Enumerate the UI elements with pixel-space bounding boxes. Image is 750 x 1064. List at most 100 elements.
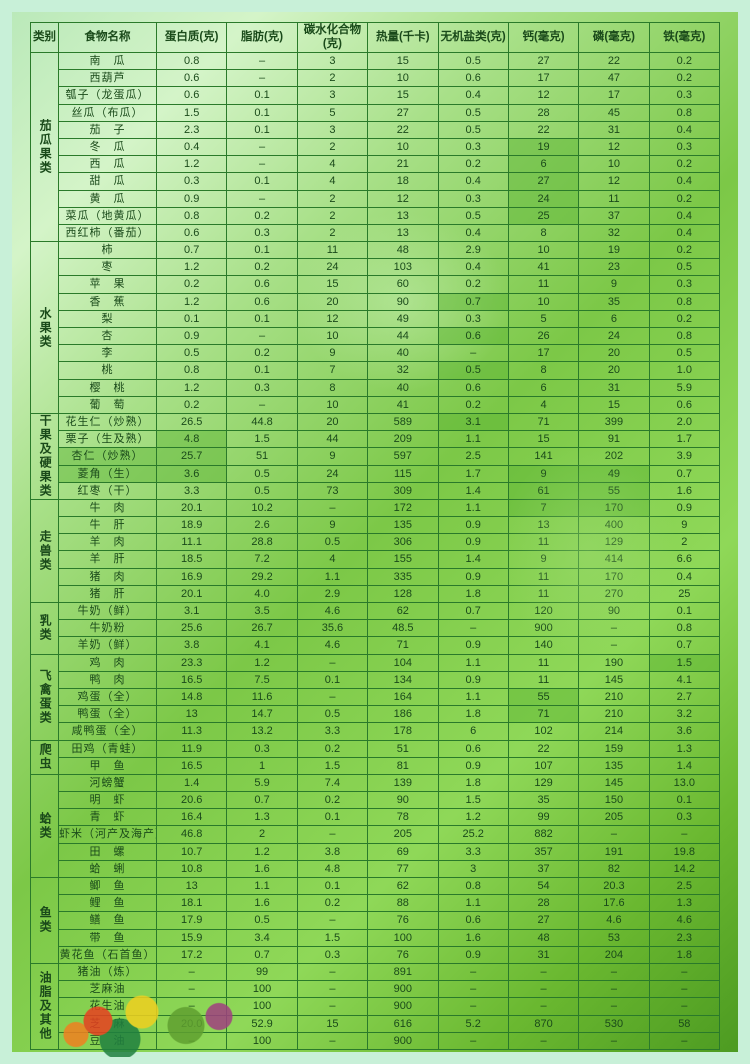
table-row: 干果及硬果类花生仁（炒熟）26.544.8205893.1713992.0 — [31, 413, 720, 430]
value-cell: 2 — [297, 70, 367, 87]
food-name: 虾米（河产及海产） — [59, 826, 157, 843]
value-cell: – — [297, 912, 367, 929]
value-cell: 4.8 — [157, 431, 227, 448]
value-cell: 6 — [508, 156, 578, 173]
value-cell: 28 — [508, 104, 578, 121]
table-row: 葡 萄0.2–10410.24150.6 — [31, 396, 720, 413]
food-name: 鲫 鱼 — [59, 878, 157, 895]
value-cell: 2.6 — [227, 517, 297, 534]
value-cell: – — [297, 998, 367, 1015]
food-name: 羊 肉 — [59, 534, 157, 551]
value-cell: 0.1 — [227, 310, 297, 327]
value-cell: 2 — [297, 224, 367, 241]
value-cell: 3.8 — [297, 843, 367, 860]
value-cell: 4 — [297, 156, 367, 173]
food-name: 明 虾 — [59, 792, 157, 809]
value-cell: 186 — [368, 706, 438, 723]
value-cell: 0.4 — [649, 207, 719, 224]
value-cell: 1.5 — [157, 104, 227, 121]
table-row: 鸭蛋（全）1314.70.51861.8712103.2 — [31, 706, 720, 723]
value-cell: 41 — [368, 396, 438, 413]
value-cell: 0.3 — [438, 138, 508, 155]
value-cell: 0.2 — [297, 740, 367, 757]
value-cell: 18.5 — [157, 551, 227, 568]
value-cell: 10 — [368, 138, 438, 155]
value-cell: 0.4 — [438, 224, 508, 241]
value-cell: 1.1 — [438, 654, 508, 671]
food-name: 猪 肝 — [59, 585, 157, 602]
value-cell: 3.5 — [227, 603, 297, 620]
value-cell: 15.9 — [157, 929, 227, 946]
value-cell: 0.2 — [649, 310, 719, 327]
value-cell: 15 — [297, 1015, 367, 1032]
value-cell: – — [297, 499, 367, 516]
header-1: 食物名称 — [59, 23, 157, 53]
table-row: 羊 肝18.57.241551.494146.6 — [31, 551, 720, 568]
value-cell: 15 — [368, 87, 438, 104]
food-name: 黄 瓜 — [59, 190, 157, 207]
value-cell: 0.9 — [438, 671, 508, 688]
value-cell: – — [297, 654, 367, 671]
value-cell: 0.1 — [297, 671, 367, 688]
value-cell: 0.6 — [438, 912, 508, 929]
food-name: 香 蕉 — [59, 293, 157, 310]
table-row: 牛奶粉25.626.735.648.5–900–0.8 — [31, 620, 720, 637]
value-cell: 11.3 — [157, 723, 227, 740]
value-cell: 0.2 — [649, 190, 719, 207]
value-cell: 15 — [368, 53, 438, 70]
value-cell: 1.8 — [649, 946, 719, 963]
value-cell: – — [297, 981, 367, 998]
value-cell: 20.1 — [157, 499, 227, 516]
value-cell: 28 — [508, 895, 578, 912]
table-row: 飞禽蛋类鸡 肉23.31.2–1041.1111901.5 — [31, 654, 720, 671]
food-name: 鸭蛋（全） — [59, 706, 157, 723]
table-row: 羊奶（鲜）3.84.14.6710.9140–0.7 — [31, 637, 720, 654]
food-name: 蛤 蜊 — [59, 860, 157, 877]
table-row: 红枣（干）3.30.5733091.461551.6 — [31, 482, 720, 499]
value-cell: 0.3 — [649, 809, 719, 826]
value-cell: 10 — [508, 293, 578, 310]
header-3: 脂肪(克) — [227, 23, 297, 53]
value-cell: 214 — [579, 723, 649, 740]
value-cell: 61 — [508, 482, 578, 499]
table-row: 带 鱼15.93.41.51001.648532.3 — [31, 929, 720, 946]
value-cell: 0.2 — [227, 345, 297, 362]
value-cell: 90 — [368, 293, 438, 310]
value-cell: 8 — [297, 379, 367, 396]
value-cell: 0.4 — [438, 87, 508, 104]
table-row: 栗子（生及熟）4.81.5442091.115911.7 — [31, 431, 720, 448]
value-cell: 17 — [508, 70, 578, 87]
header-4: 碳水化合物(克) — [297, 23, 367, 53]
value-cell: 4 — [297, 551, 367, 568]
value-cell: 107 — [508, 757, 578, 774]
value-cell: 19 — [579, 242, 649, 259]
value-cell: 0.5 — [649, 345, 719, 362]
value-cell: 11.6 — [227, 688, 297, 705]
value-cell: 0.5 — [649, 259, 719, 276]
value-cell: 5.2 — [438, 1015, 508, 1032]
value-cell: 1.4 — [649, 757, 719, 774]
table-row: 青 虾16.41.30.1781.2992050.3 — [31, 809, 720, 826]
value-cell: 3.3 — [157, 482, 227, 499]
food-name: 鸭 肉 — [59, 671, 157, 688]
value-cell: 19.8 — [649, 843, 719, 860]
food-name: 猪 肉 — [59, 568, 157, 585]
value-cell: 0.6 — [649, 396, 719, 413]
header-8: 磷(毫克) — [579, 23, 649, 53]
value-cell: 14.7 — [227, 706, 297, 723]
value-cell: 12 — [297, 310, 367, 327]
table-row: 梨0.10.112490.3560.2 — [31, 310, 720, 327]
value-cell: 5 — [508, 310, 578, 327]
value-cell: 0.2 — [649, 242, 719, 259]
value-cell: 0.6 — [438, 70, 508, 87]
value-cell: 104 — [368, 654, 438, 671]
value-cell: 13 — [508, 517, 578, 534]
value-cell: 35 — [508, 792, 578, 809]
value-cell: 0.5 — [297, 706, 367, 723]
value-cell: 17.2 — [157, 946, 227, 963]
value-cell: 48 — [508, 929, 578, 946]
value-cell: 1.5 — [227, 431, 297, 448]
value-cell: 2.3 — [649, 929, 719, 946]
food-name: 葡 萄 — [59, 396, 157, 413]
table-row: 杏0.9–10440.626240.8 — [31, 328, 720, 345]
